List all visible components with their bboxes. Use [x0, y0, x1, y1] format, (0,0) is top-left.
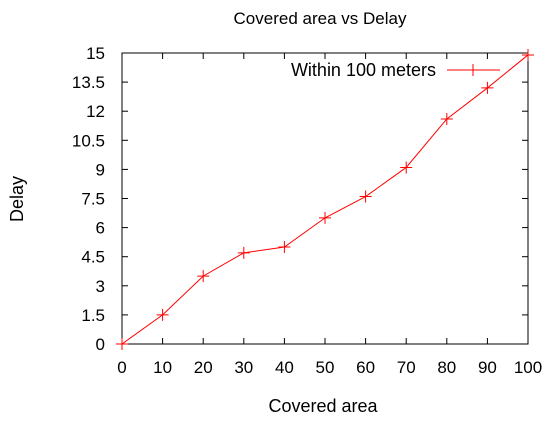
legend-marker: [467, 64, 479, 76]
data-point: [278, 241, 291, 253]
y-tick-label: 1.5: [81, 306, 105, 325]
x-axis-label: Covered area: [268, 396, 378, 416]
y-tick-label: 0: [96, 335, 105, 354]
data-point: [440, 112, 453, 125]
data-point: [237, 246, 250, 259]
series-line: [121, 54, 529, 345]
data-point: [197, 270, 210, 283]
x-tick-label: 80: [437, 358, 456, 377]
y-tick-label: 13.5: [72, 73, 105, 92]
y-tick-label: 10.5: [72, 131, 105, 150]
data-point: [156, 308, 169, 321]
y-tick-label: 4.5: [81, 248, 105, 267]
x-tick-label: 0: [117, 358, 126, 377]
legend-label: Within 100 meters: [291, 60, 436, 80]
chart-title: Covered area vs Delay: [234, 9, 407, 28]
data-point: [319, 211, 331, 224]
y-tick-label: 7.5: [81, 190, 105, 209]
plot-frame: [121, 52, 529, 345]
y-tick-label: 9: [96, 160, 105, 179]
data-point: [116, 338, 128, 350]
y-tick-label: 6: [96, 219, 105, 238]
axis-ticks: 0 10 20 30 40 50 60 70 80 90 100 0 1.5 3 4.5 6 7.5 9 10.5 1…: [72, 44, 542, 377]
x-tick-label: 40: [275, 358, 294, 377]
x-tick-label: 50: [316, 358, 335, 377]
y-tick-label: 15: [86, 44, 105, 63]
x-tick-label: 10: [153, 358, 172, 377]
x-tick-label: 30: [234, 358, 253, 377]
x-tick-label: 20: [194, 358, 213, 377]
y-axis-label: Delay: [7, 176, 27, 222]
legend: Within 100 meters: [291, 60, 500, 80]
x-tick-label: 100: [514, 358, 542, 377]
x-tick-label: 90: [478, 358, 497, 377]
data-point: [481, 81, 494, 94]
y-tick-label: 12: [86, 102, 105, 121]
data-point: [400, 161, 413, 174]
y-tick-label: 3: [96, 277, 105, 296]
x-tick-label: 70: [397, 358, 416, 377]
data-point: [522, 48, 534, 61]
data-point: [359, 190, 372, 203]
series-layer: [116, 48, 534, 350]
x-tick-label: 60: [356, 358, 375, 377]
